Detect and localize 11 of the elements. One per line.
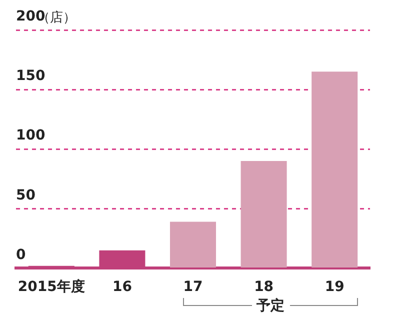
x-tick-label: 17 xyxy=(183,279,203,296)
y-tick-label: 100 xyxy=(16,128,46,144)
x-tick-label: 19 xyxy=(324,279,344,296)
x-tick-label: 18 xyxy=(254,279,274,296)
y-tick-label: 50 xyxy=(16,187,36,204)
y-tick-label: 200 xyxy=(16,8,46,25)
x-tick-label: 2015年度 xyxy=(18,278,85,296)
text: 予定 xyxy=(252,298,290,314)
y-tick-label: 150 xyxy=(16,68,46,84)
y-tick-label: 0 xyxy=(16,246,26,263)
x-tick-label: 16 xyxy=(112,279,132,296)
